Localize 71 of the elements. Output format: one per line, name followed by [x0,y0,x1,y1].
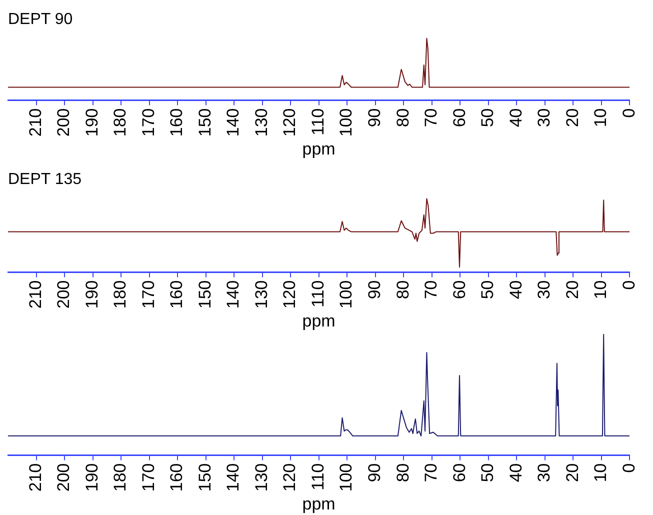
x-tick-label: 180 [110,463,130,492]
x-tick-label: 80 [393,463,412,482]
x-tick-label: 50 [478,108,498,128]
x-tick-label: 90 [364,463,384,482]
x-tick-label: 40 [506,280,526,300]
x-tick-label: 110 [308,108,328,136]
x-axis-title: ppm [302,311,336,330]
x-tick-label: 60 [450,108,469,128]
x-tick-label: 210 [26,463,45,492]
x-tick-label: 10 [591,463,610,482]
x-tick-label: 40 [506,463,526,482]
x-tick-label: 130 [252,463,271,492]
x-tick-label: 190 [82,280,102,309]
x-tick-label: 140 [224,108,243,137]
x-tick-label: 30 [534,463,554,482]
x-tick-label: 150 [195,463,214,492]
chart-title: DEPT 90 [8,11,73,28]
x-tick-label: 60 [450,463,469,482]
x-tick-label: 140 [224,463,243,492]
x-tick-label: 70 [422,463,441,482]
x-tick-label: 130 [252,280,271,309]
x-tick-label: 100 [336,463,356,492]
x-tick-label: 0 [619,463,638,473]
x-tick-label: 90 [364,280,384,300]
x-tick-label: 100 [336,280,356,309]
x-tick-label: 120 [280,280,300,309]
x-tick-label: 190 [82,463,102,492]
x-tick-label: 60 [450,280,469,300]
x-tick-label: 170 [138,280,158,309]
x-tick-label: 0 [619,108,638,118]
x-tick-label: 50 [478,463,498,482]
x-tick-label: 110 [308,280,328,308]
x-tick-label: 70 [422,108,441,128]
x-tick-label: 180 [110,108,130,137]
x-tick-label: 40 [506,108,526,128]
x-tick-label: 100 [336,108,356,137]
x-tick-label: 200 [54,463,74,492]
x-tick-label: 20 [562,280,582,300]
x-tick-label: 200 [54,280,74,309]
x-tick-label: 30 [534,108,554,128]
x-tick-label: 200 [54,108,74,137]
x-tick-label: 160 [167,108,186,137]
chart-title: DEPT 135 [8,171,82,188]
x-tick-label: 70 [422,280,441,300]
x-tick-label: 170 [138,108,158,137]
x-tick-label: 210 [26,280,45,309]
x-tick-label: 10 [591,108,610,128]
x-tick-label: 20 [562,108,582,128]
x-tick-label: 120 [280,463,300,492]
x-tick-label: 0 [619,280,638,290]
x-tick-label: 120 [280,108,300,137]
x-tick-label: 190 [82,108,102,137]
x-tick-label: 50 [478,280,498,300]
x-axis-title: ppm [302,139,336,158]
x-tick-label: 140 [224,280,243,309]
x-tick-label: 170 [138,463,158,492]
x-tick-label: 20 [562,463,582,482]
x-tick-label: 130 [252,108,271,137]
x-tick-label: 10 [591,280,610,300]
x-tick-label: 160 [167,280,186,309]
x-tick-label: 110 [308,463,328,490]
x-tick-label: 150 [195,108,214,137]
x-tick-label: 150 [195,280,214,309]
x-tick-label: 30 [534,280,554,300]
x-axis-title: ppm [302,494,336,514]
x-tick-label: 180 [110,280,130,309]
x-tick-label: 90 [364,108,384,128]
x-tick-label: 160 [167,463,186,492]
x-tick-label: 80 [393,108,412,128]
x-tick-label: 210 [26,108,45,137]
x-tick-label: 80 [393,280,412,300]
